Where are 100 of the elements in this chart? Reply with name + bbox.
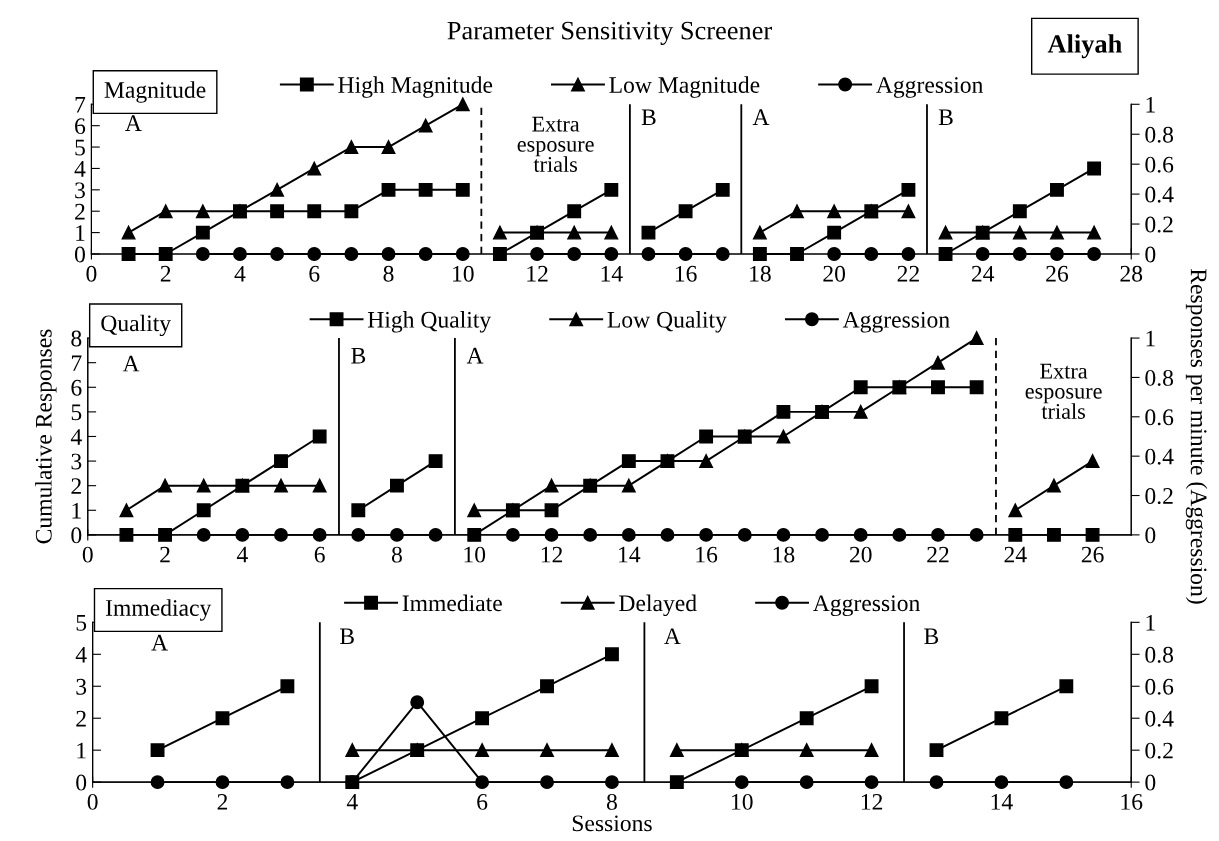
y-tick-label: 1 <box>77 742 86 759</box>
legend-label: Aggression <box>842 311 950 333</box>
y-tick-label: 5 <box>71 404 82 421</box>
y2-tick-label: 0.8 <box>1145 369 1174 386</box>
chart-subtitle: Immediacy <box>105 599 212 621</box>
annotation: B <box>351 347 366 364</box>
y-tick-label: 4 <box>70 429 82 445</box>
y2-tick-label: 0.4 <box>1145 448 1174 465</box>
x-tick-label: 14 <box>601 265 623 282</box>
x-tick-label: 18 <box>773 546 795 563</box>
y2-tick-label: 0.8 <box>1145 126 1174 143</box>
y-tick-label: 2 <box>71 478 81 494</box>
chart-subtitle: Quality <box>101 314 172 337</box>
x-tick-label: 14 <box>991 794 1013 810</box>
annotation: B <box>641 109 656 125</box>
x-tick-label: 16 <box>1121 793 1143 810</box>
y2-axis-title: Responses per minute (Aggression) <box>1185 268 1208 604</box>
x-tick-label: 8 <box>606 793 617 810</box>
x-tick-label: 12 <box>541 546 563 563</box>
y-tick-label: 0 <box>71 527 82 544</box>
legend-label: Delayed <box>619 594 697 617</box>
legend-label: Immediate <box>402 594 502 612</box>
y-tick-label: 5 <box>75 139 85 156</box>
x-tick-label: 10 <box>732 793 753 810</box>
x-tick-label: 26 <box>1081 546 1104 563</box>
x-tick-label: 22 <box>897 265 919 282</box>
x-tick-label: 2 <box>160 265 171 282</box>
x-tick-label: 6 <box>477 793 488 810</box>
y2-tick-label: 0.4 <box>1145 186 1174 203</box>
annotation: B <box>938 109 953 125</box>
x-tick-label: 22 <box>927 546 949 563</box>
y2-tick-label: 0.4 <box>1145 710 1174 727</box>
annotation: A <box>664 628 681 644</box>
legend-label: Aggression <box>876 77 984 98</box>
x-axis-title: Sessions <box>572 815 652 832</box>
x-tick-label: 18 <box>750 265 771 282</box>
y-tick-label: 7 <box>71 355 82 371</box>
y2-tick-label: 1 <box>1146 96 1155 113</box>
y-tick-label: 6 <box>75 118 86 135</box>
y-tick-label: 0 <box>76 774 87 791</box>
x-tick-label: 16 <box>696 546 718 563</box>
chart-title: Parameter Sensitivity Screener <box>447 21 772 45</box>
x-tick-label: 12 <box>527 265 548 282</box>
legend-label: Low Quality <box>607 311 727 333</box>
x-tick-label: 8 <box>383 265 394 282</box>
y2-tick-label: 0.6 <box>1145 409 1174 426</box>
x-tick-label: 6 <box>309 265 320 282</box>
x-tick-label: 14 <box>619 546 641 563</box>
x-tick-label: 20 <box>849 546 872 563</box>
x-tick-label: 10 <box>453 265 474 282</box>
chart-subtitle: Magnitude <box>104 81 206 103</box>
x-tick-label: 0 <box>87 793 98 810</box>
y-tick-label: 4 <box>75 646 87 663</box>
x-tick-label: 10 <box>464 546 486 563</box>
y-tick-label: 4 <box>74 161 86 177</box>
y2-tick-label: 0 <box>1145 527 1156 544</box>
annotation: A <box>125 115 142 131</box>
y2-tick-label: 0.8 <box>1145 646 1174 663</box>
annotation: A <box>151 634 168 651</box>
annotation: A <box>122 355 140 372</box>
x-tick-label: 6 <box>314 546 325 563</box>
y2-tick-label: 0.2 <box>1145 488 1173 505</box>
x-tick-label: 26 <box>1046 265 1069 282</box>
x-tick-label: 24 <box>971 265 995 282</box>
y2-tick-label: 0.2 <box>1145 216 1173 233</box>
y-tick-label: 7 <box>75 97 86 113</box>
y-tick-label: 2 <box>76 710 86 727</box>
y-tick-label: 0 <box>74 246 85 263</box>
y-tick-label: 3 <box>75 182 85 199</box>
x-tick-label: 12 <box>861 793 883 810</box>
x-tick-label: 16 <box>675 265 697 282</box>
y-tick-label: 2 <box>75 203 85 220</box>
annotation: A <box>466 347 484 364</box>
x-tick-label: 2 <box>217 793 228 810</box>
y2-tick-label: 0.6 <box>1145 156 1174 173</box>
text: Aliyah <box>1047 34 1122 59</box>
annotation: B <box>339 628 354 645</box>
y2-tick-label: 0 <box>1145 246 1156 263</box>
legend-label: High Quality <box>367 311 492 333</box>
y-tick-label: 1 <box>76 225 85 241</box>
x-tick-label: 24 <box>1004 546 1027 563</box>
annotation: Extra esposure trials <box>517 116 594 172</box>
y-tick-label: 5 <box>76 615 87 631</box>
annotation: Extra esposure trials <box>1025 363 1102 419</box>
legend-label: Low Magnitude <box>609 76 760 98</box>
x-tick-label: 4 <box>236 546 248 563</box>
y-tick-label: 6 <box>71 379 82 396</box>
annotation: B <box>924 628 939 645</box>
annotation: A <box>752 109 770 125</box>
legend-label: Aggression <box>813 595 920 617</box>
x-tick-label: 4 <box>346 794 358 810</box>
y2-tick-label: 0 <box>1145 774 1156 791</box>
y-tick-label: 3 <box>71 453 82 470</box>
x-tick-label: 20 <box>823 265 846 282</box>
legend-label: High Magnitude <box>338 76 493 98</box>
y-tick-label: 8 <box>71 330 82 347</box>
y2-tick-label: 1 <box>1146 330 1155 347</box>
y-axis-title: Cumulative Responses <box>35 329 57 544</box>
x-tick-label: 28 <box>1120 265 1143 282</box>
y-tick-label: 1 <box>72 502 81 519</box>
